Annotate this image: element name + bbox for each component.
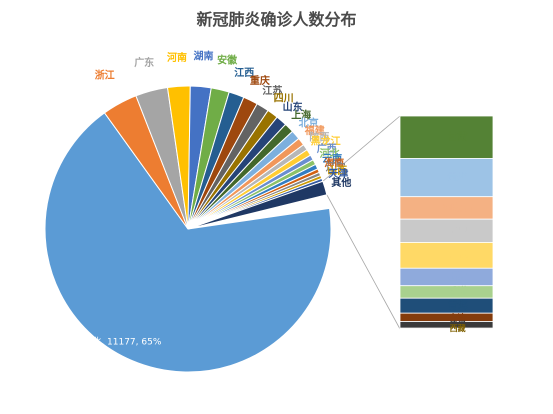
label-1: 浙江 [95,69,115,82]
bar-seg-1 [399,158,494,198]
bar-label-10: 西藏 [450,323,466,333]
label-5: 安徽 [217,53,238,66]
bar-label-3: 宁夏 [448,224,469,237]
bar-seg-0 [399,115,494,159]
label-10: 山东 [283,101,303,114]
bar-label-0: 甘肃 [448,130,468,143]
label-19: 海南 [324,157,344,170]
slice-0 [44,112,332,373]
label-13: 福建 [304,124,326,137]
chart-title: 新冠肺炎确诊人数分布 [196,10,357,29]
label-2: 广东 [134,56,154,69]
slice-labels: 湖北, 11177, 65% 浙江 广东 河南 湖南 安徽江西重庆江苏四川山东上海北京福建… [83,50,351,348]
label-3: 河南 [167,51,187,64]
label-11: 上海 [291,109,311,122]
pie-slices [44,85,332,373]
label-18: 云南 [322,152,342,165]
bar-seg-7 [399,297,494,314]
bar-label-2: 内蒙古 [443,201,473,214]
label-7: 重庆 [250,74,270,87]
label-6: 江西 [234,66,254,79]
slice-23 [187,180,328,230]
label-12: 北京 [299,117,319,130]
connector-bottom [326,194,401,330]
label-15: 黑龙江 [311,135,341,148]
label-17: 河北 [320,147,340,160]
bar-seg-10 [399,327,494,330]
label-16: 广西 [317,142,337,155]
label-21: 山西 [327,164,347,177]
bar-label-4: 吉林 [448,248,469,261]
label-8: 江苏 [262,84,282,97]
label-4: 湖南 [194,50,214,63]
bar-label-5: 新疆 [448,270,468,283]
bar-label-8: 台湾 [450,312,466,322]
label-9: 四川 [274,93,294,105]
bar-label-1: 贵州 [448,171,468,184]
label-22: 天津 [328,167,348,180]
bar-seg-3 [399,218,494,243]
label-14: 陕西 [309,130,329,143]
label-23: 其他 [331,176,351,189]
bar-seg-8 [399,312,494,322]
bar-label-7: 青海 [448,299,468,312]
connector-lines [322,115,401,330]
connector-top [322,115,401,182]
bar-label-6: 香港 [448,285,469,298]
bar-label-9: 澳门 [450,319,466,329]
label-hubei: 湖北, 11177, 65% [83,336,162,347]
bar-seg-5 [399,267,494,287]
bar-seg-6 [399,285,494,299]
bar-seg-9 [399,321,494,329]
label-20: 辽宁 [326,160,346,173]
bar-seg-4 [399,242,494,269]
